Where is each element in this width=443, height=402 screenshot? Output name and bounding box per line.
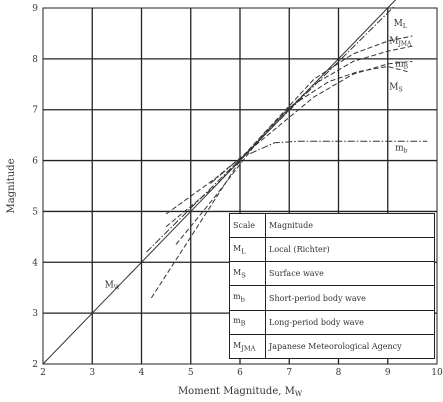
x-tick-label: 3 [89, 368, 95, 378]
series-label: ML [394, 19, 407, 30]
legend-symbol: mb [229, 285, 266, 311]
x-tick-label: 8 [336, 368, 342, 378]
series-labels: MW ML MJMA mB MS mb [105, 19, 412, 292]
y-tick-label: 8 [32, 55, 38, 65]
legend-symbol: MJMA [229, 333, 266, 360]
series-lines [42, 0, 428, 365]
legend-header-magnitude: Magnitude [265, 212, 435, 239]
series-line-ml [175, 35, 413, 245]
x-tick-label: 10 [431, 368, 443, 378]
series-line-mjma [165, 45, 413, 228]
legend-desc: Japanese Meteorological Agency [265, 333, 435, 360]
scale-legend-table: Scale Magnitude ML Local (Richter) MS Su… [229, 212, 435, 360]
y-tick-label: 2 [32, 360, 38, 370]
series-label: mB [395, 59, 409, 70]
legend-desc: Surface wave [265, 261, 435, 287]
legend-header-scale: Scale [229, 212, 266, 239]
y-tick-label: 3 [32, 309, 38, 319]
y-axis-label: Magnitude [6, 158, 17, 213]
grid [43, 8, 437, 364]
y-tick-label: 7 [32, 106, 38, 116]
series-label: MS [389, 82, 402, 93]
series-line-reference [146, 5, 396, 253]
tick-labels: 2 3 4 5 6 7 8 9 10 2 3 4 5 6 7 8 9 [32, 4, 443, 378]
x-tick-label: 2 [40, 368, 46, 378]
series-line-mb [165, 60, 413, 215]
legend-desc: Long-period body wave [265, 309, 435, 335]
legend-row: mB Long-period body wave [229, 309, 435, 335]
x-tick-label: 5 [188, 368, 194, 378]
series-label: MW [105, 281, 121, 292]
x-axis-label: Moment Magnitude, MW [178, 386, 303, 398]
series-line-mb [210, 140, 428, 184]
plot-frame [42, 7, 438, 365]
x-tick-label: 7 [286, 368, 292, 378]
x-tick-label: 6 [237, 368, 243, 378]
legend-symbol: MS [229, 261, 266, 287]
series-label: mb [395, 143, 408, 154]
legend-symbol: mB [229, 309, 266, 335]
legend-row: ML Local (Richter) [229, 237, 435, 263]
y-tick-label: 6 [32, 157, 38, 167]
y-tick-label: 5 [32, 207, 38, 217]
y-tick-label: 4 [32, 258, 38, 268]
legend-row: MS Surface wave [229, 261, 435, 287]
legend-symbol: ML [229, 237, 266, 263]
legend-desc: Local (Richter) [265, 237, 435, 263]
legend-desc: Short-period body wave [265, 285, 435, 311]
series-label: MJMA [389, 37, 412, 48]
x-tick-label: 4 [139, 368, 145, 378]
legend-row: MJMA Japanese Meteorological Agency [229, 333, 435, 360]
series-line-ms [150, 65, 408, 299]
x-tick-label: 9 [385, 368, 391, 378]
y-tick-label: 9 [32, 4, 38, 14]
legend-row: mb Short-period body wave [229, 285, 435, 311]
series-line-mw [42, 0, 397, 365]
legend-header-row: Scale Magnitude [229, 212, 435, 239]
